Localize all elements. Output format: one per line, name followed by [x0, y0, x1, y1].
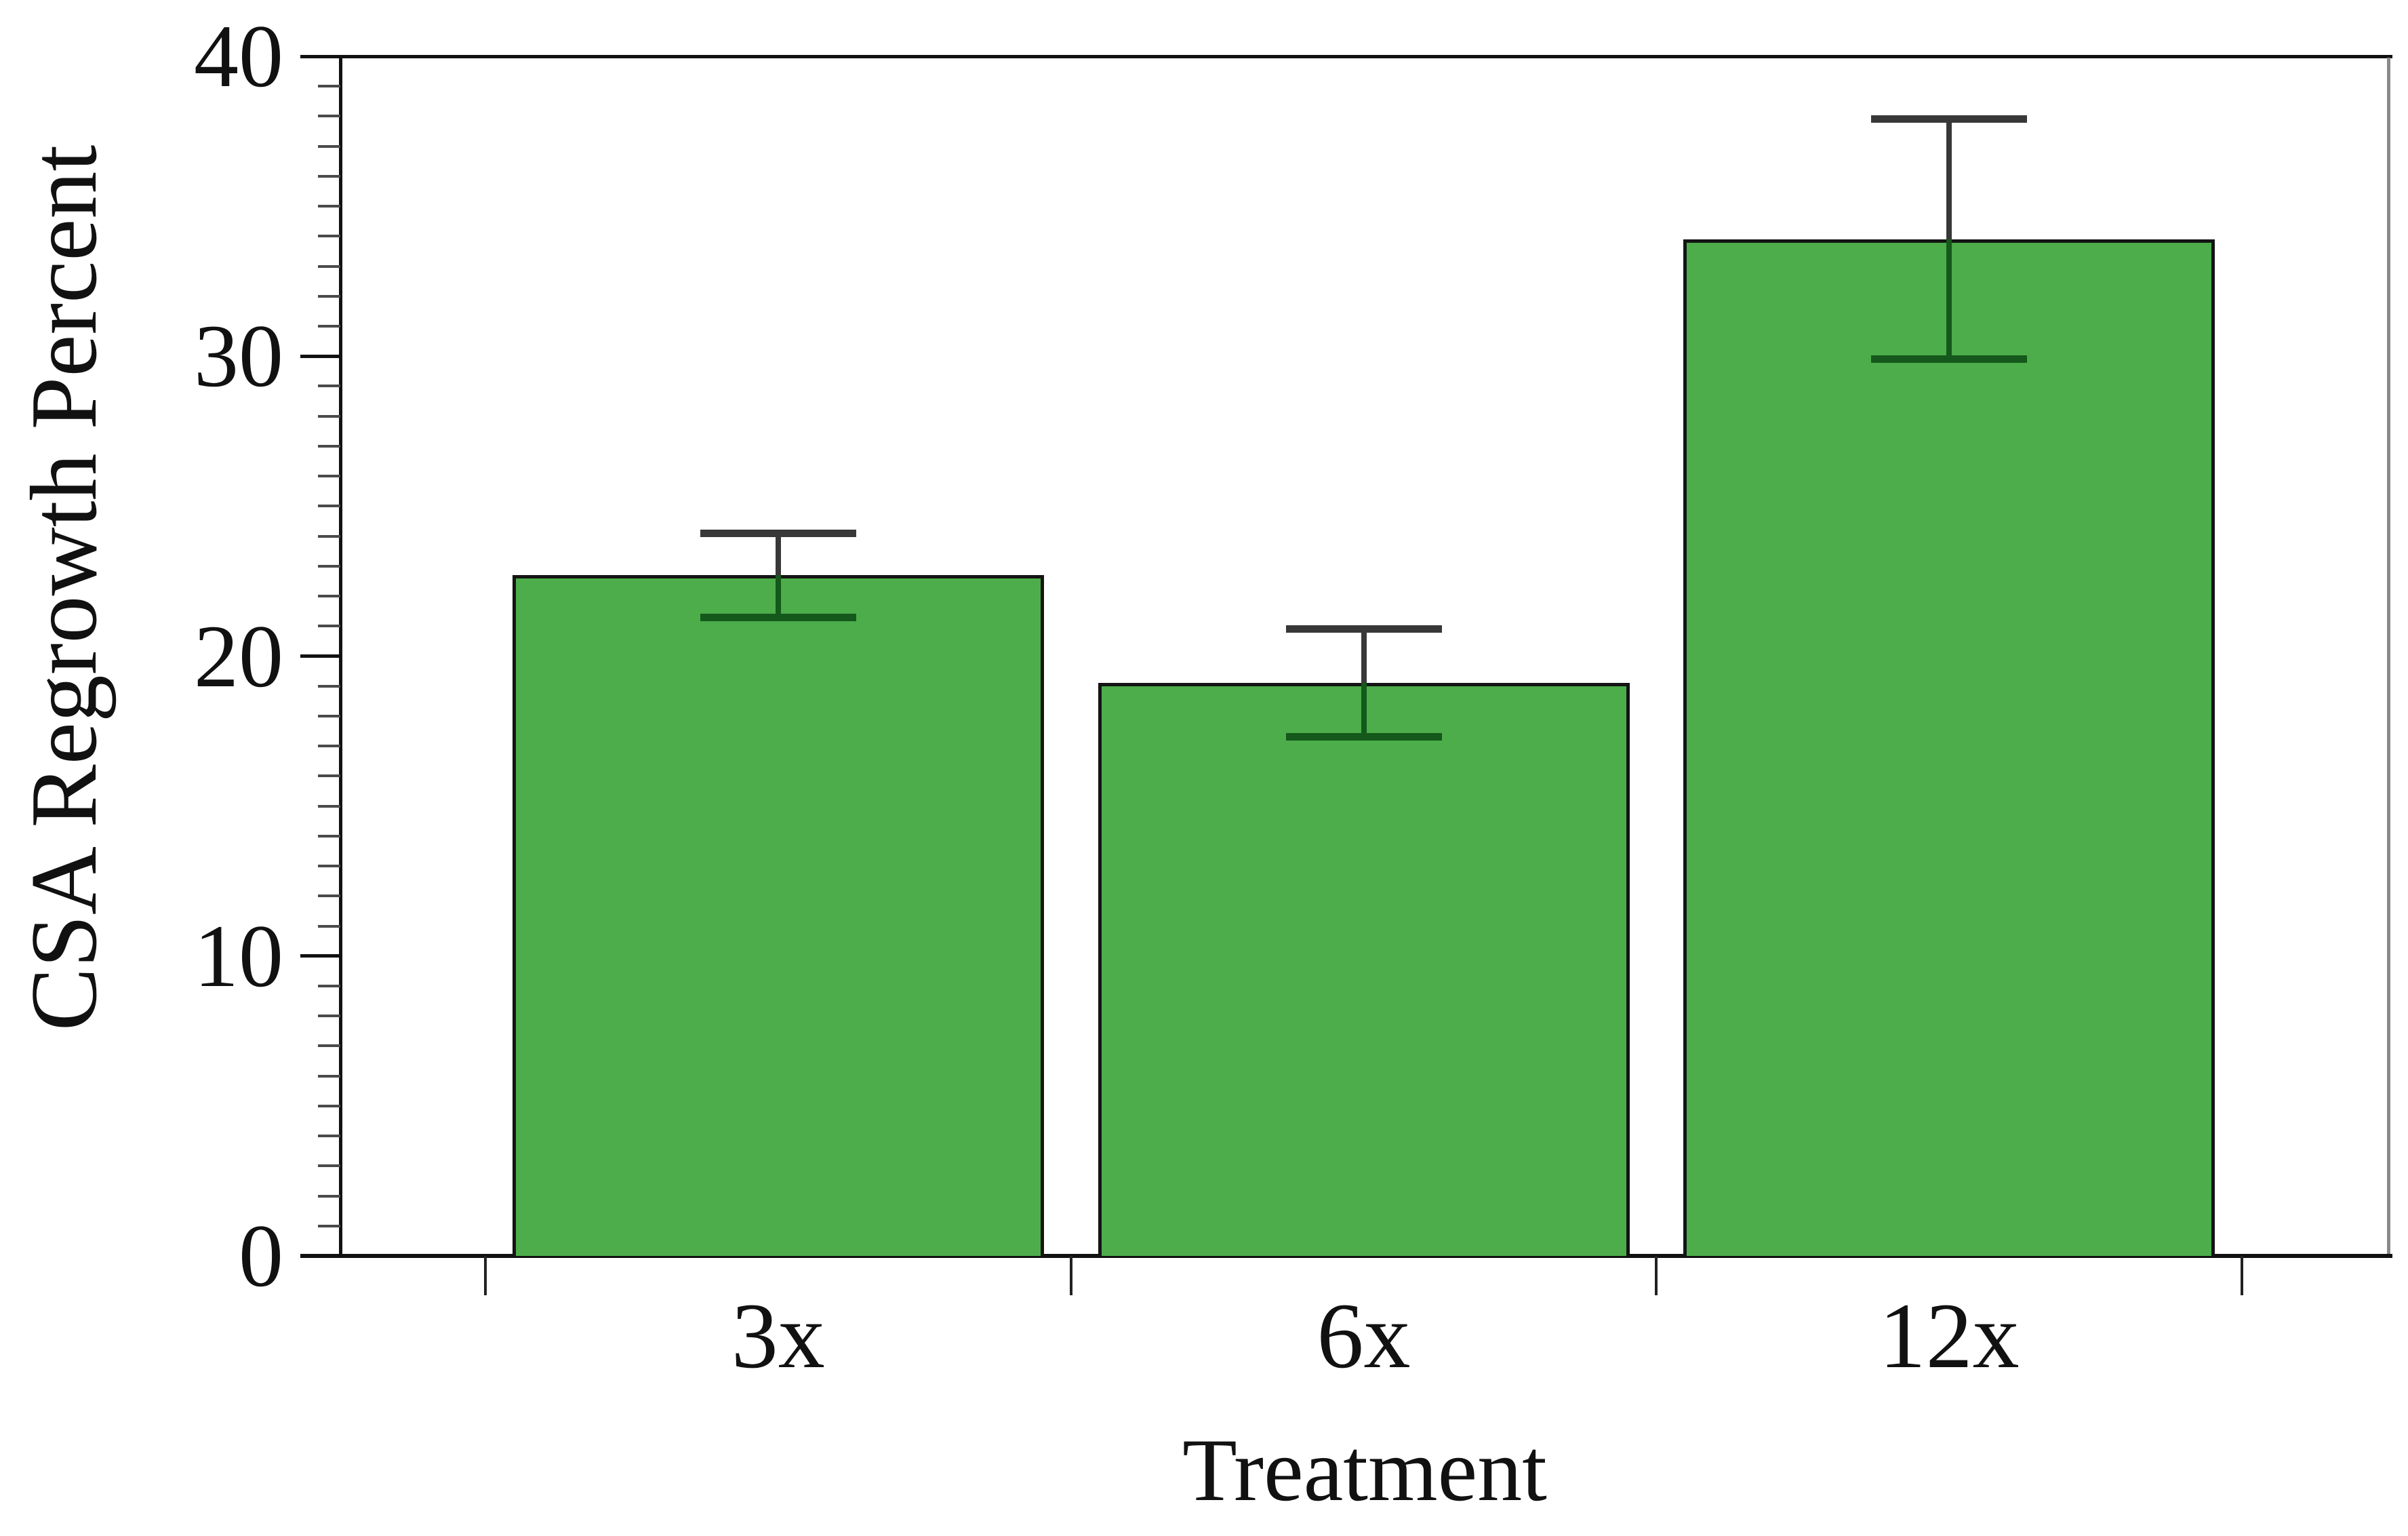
y-axis-line — [339, 56, 342, 1256]
y-minor-tick — [318, 534, 340, 538]
error-bar-stem-lower-12x — [1946, 239, 1952, 359]
y-tick-label: 20 — [194, 606, 283, 706]
y-major-tick — [300, 1254, 340, 1258]
y-minor-tick — [318, 414, 340, 418]
x-tick — [1069, 1256, 1072, 1295]
x-tick — [484, 1256, 487, 1295]
error-bar-cap-top-6x — [1285, 625, 1442, 633]
y-minor-tick — [318, 235, 340, 238]
y-minor-tick — [318, 475, 340, 478]
y-tick-label: 10 — [194, 905, 283, 1006]
y-major-tick — [300, 654, 340, 658]
y-minor-tick — [318, 804, 340, 808]
y-tick-label: 30 — [194, 306, 283, 406]
error-bar-cap-top-12x — [1871, 115, 2028, 123]
y-minor-tick — [318, 865, 340, 868]
y-minor-tick — [318, 144, 340, 148]
y-minor-tick — [318, 294, 340, 298]
y-minor-tick — [318, 774, 340, 778]
error-bar-cap-bottom-3x — [700, 613, 856, 621]
y-minor-tick — [318, 85, 340, 88]
y-minor-tick — [318, 564, 340, 568]
y-minor-tick — [318, 894, 340, 898]
y-minor-tick — [318, 834, 340, 838]
y-minor-tick — [318, 595, 340, 598]
y-tick-label: 0 — [239, 1206, 283, 1305]
bar-3x — [512, 575, 1044, 1256]
y-minor-tick — [318, 924, 340, 928]
y-minor-tick — [318, 174, 340, 178]
x-tick — [1655, 1256, 1658, 1295]
error-bar-stem-lower-6x — [1361, 683, 1367, 737]
y-major-tick — [300, 354, 340, 358]
y-minor-tick — [318, 1074, 340, 1078]
error-bar-stem-lower-3x — [775, 575, 781, 617]
y-minor-tick — [318, 684, 340, 688]
y-minor-tick — [318, 264, 340, 268]
y-minor-tick — [318, 1224, 340, 1227]
y-minor-tick — [318, 115, 340, 118]
y-tick-label: 40 — [194, 6, 283, 106]
bar-6x — [1098, 683, 1630, 1256]
error-bar-stem-upper-12x — [1946, 119, 1952, 239]
y-axis-title: CSA Regrowth Percent — [12, 144, 117, 1031]
x-tick-label-12x: 12x — [1879, 1284, 2020, 1387]
x-tick-label-6x: 6x — [1317, 1284, 1411, 1387]
plot-top-frame — [302, 55, 2392, 58]
y-minor-tick — [318, 745, 340, 748]
error-bar-cap-bottom-6x — [1285, 733, 1442, 741]
error-bar-cap-bottom-12x — [1871, 355, 2028, 363]
y-minor-tick — [318, 325, 340, 328]
y-minor-tick — [318, 1135, 340, 1138]
y-minor-tick — [318, 1044, 340, 1048]
y-minor-tick — [318, 444, 340, 448]
y-minor-tick — [318, 984, 340, 987]
error-bar-cap-top-3x — [700, 529, 856, 537]
y-major-tick — [300, 54, 340, 58]
y-minor-tick — [318, 205, 340, 208]
y-minor-tick — [318, 385, 340, 388]
x-tick — [2241, 1256, 2243, 1295]
y-major-tick — [300, 954, 340, 958]
x-axis-line — [300, 1254, 2392, 1258]
bar-12x — [1683, 239, 2215, 1256]
y-minor-tick — [318, 1194, 340, 1198]
y-minor-tick — [318, 1164, 340, 1168]
y-minor-tick — [318, 1015, 340, 1018]
plot-right-frame — [2387, 58, 2390, 1256]
x-tick-label-3x: 3x — [731, 1284, 825, 1387]
y-minor-tick — [318, 1104, 340, 1107]
x-axis-title: Treatment — [1182, 1420, 1547, 1520]
y-minor-tick — [318, 625, 340, 628]
error-bar-stem-upper-3x — [775, 533, 781, 576]
y-minor-tick — [318, 505, 340, 508]
error-bar-stem-upper-6x — [1361, 629, 1367, 684]
y-minor-tick — [318, 714, 340, 717]
